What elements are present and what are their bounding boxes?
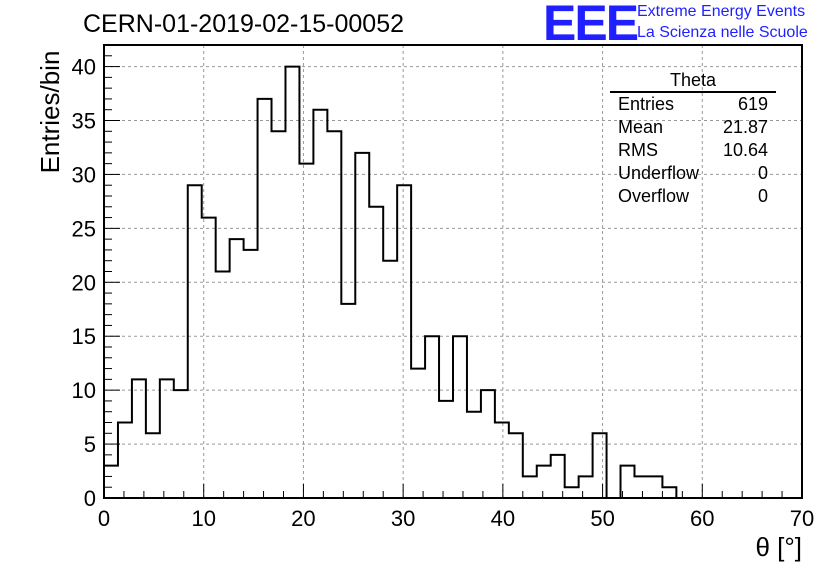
- x-tick-label: 20: [291, 506, 315, 531]
- stats-row-entries: Entries 619: [610, 93, 776, 116]
- y-tick-label: 10: [72, 378, 96, 403]
- stats-value: 0: [757, 163, 768, 183]
- tick-layer: [103, 44, 803, 499]
- x-tick-label: 40: [491, 506, 515, 531]
- y-tick-label: 35: [72, 109, 96, 134]
- stats-row-mean: Mean 21.87: [610, 116, 776, 139]
- y-tick-label: 40: [72, 55, 96, 80]
- histogram-series: [103, 65, 802, 499]
- x-tick-label: 10: [191, 506, 215, 531]
- chart-title: CERN-01-2019-02-15-00052: [83, 10, 405, 38]
- histogram-layer: [103, 65, 802, 499]
- eee-logo: EEE: [543, 0, 639, 51]
- x-tick-label: 50: [590, 506, 614, 531]
- stats-value: 21.87: [722, 117, 768, 137]
- stats-row-rms: RMS 10.64: [610, 139, 776, 162]
- y-tick-label: 5: [84, 432, 96, 457]
- y-tick-label: 25: [72, 216, 96, 241]
- stats-label: RMS: [618, 140, 658, 160]
- y-axis-label: Entries/bin: [35, 50, 65, 174]
- y-tick-label: 20: [72, 270, 96, 295]
- x-tick-label: 70: [790, 506, 814, 531]
- tick-label-layer: 0 10 20 30 40 50 60 70 0 5 10 15 20 25 30 35 40: [72, 55, 815, 531]
- stats-label: Overflow: [618, 186, 690, 206]
- y-tick-label: 0: [84, 486, 96, 511]
- stats-label: Mean: [618, 117, 664, 137]
- brand-line-2: La Scienza nelle Scuole: [637, 24, 808, 41]
- stats-box: Theta Entries 619 Mean 21.87 RMS 10.64 U…: [610, 70, 776, 208]
- brand-line-1: Extreme Energy Events: [637, 3, 806, 20]
- stats-label: Underflow: [618, 163, 700, 183]
- x-axis-label: θ [°]: [755, 532, 802, 562]
- stats-title: Theta: [610, 70, 776, 93]
- x-tick-label: 30: [391, 506, 415, 531]
- stats-row-overflow: Overflow 0: [610, 185, 776, 208]
- stats-row-underflow: Underflow 0: [610, 162, 776, 185]
- stats-value: 0: [757, 186, 768, 206]
- stats-label: Entries: [618, 94, 675, 114]
- y-tick-label: 30: [72, 162, 96, 187]
- y-tick-label: 15: [72, 324, 96, 349]
- x-tick-label: 0: [98, 506, 110, 531]
- stats-value: 619: [737, 94, 768, 114]
- x-tick-label: 60: [690, 506, 714, 531]
- stats-value: 10.64: [722, 140, 768, 160]
